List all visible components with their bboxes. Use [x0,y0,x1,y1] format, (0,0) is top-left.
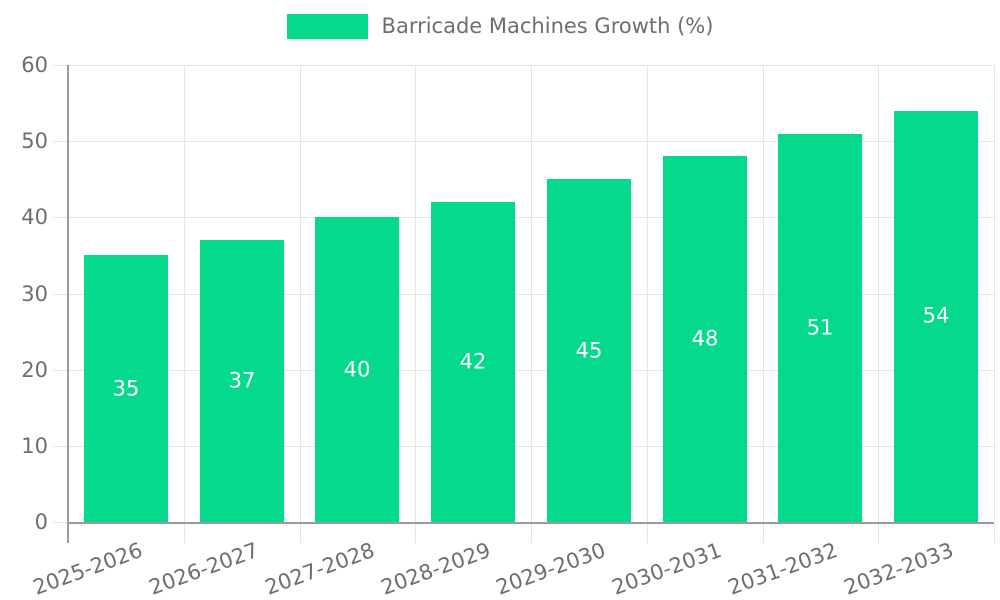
y-axis-tick-label: 60 [21,53,48,77]
gridline-vertical [299,65,301,522]
y-axis-tick-label: 50 [21,129,48,154]
y-axis-tick-label: 20 [21,357,48,382]
x-axis-tick-label: 2029-2030 [493,538,610,600]
y-axis-line [67,65,69,543]
bar-value-label: 54 [922,303,950,328]
x-axis-tick-label: 2031-2032 [724,538,841,600]
x-axis-tick-label: 2032-2033 [840,538,957,600]
bar-value-label: 42 [459,349,487,374]
gridline-vertical [531,65,532,522]
x-axis-tick-label: 2030-2031 [609,538,725,600]
y-axis-tick [53,293,68,295]
bar[interactable]: 54 [894,110,978,522]
bar[interactable]: 42 [431,202,515,522]
y-axis-tick [53,217,68,219]
x-axis-tick [646,524,648,543]
x-axis-line [68,522,994,524]
bar[interactable]: 37 [200,240,284,522]
bar[interactable]: 51 [778,133,862,522]
bar[interactable]: 35 [84,255,168,522]
x-axis-tick [183,524,185,543]
bar-value-label: 48 [691,326,719,351]
x-axis-tick [762,524,764,543]
y-axis-tick-label: 40 [21,205,48,230]
x-axis-tick-label: 2028-2029 [377,538,494,600]
legend-swatch [286,14,368,39]
x-axis-tick [531,524,532,543]
legend-label: Barricade Machines Growth (%) [381,14,714,38]
y-axis-tick-label: 0 [34,510,48,534]
bar[interactable]: 48 [663,156,747,522]
x-axis-tick [415,524,417,543]
bar-value-label: 51 [806,315,834,340]
y-axis-tick [53,65,68,66]
gridline-vertical [415,65,417,522]
legend-item[interactable]: Barricade Machines Growth (%) [0,14,1000,39]
bar-value-label: 40 [343,357,371,382]
y-axis-tick [53,141,68,143]
x-axis-tick [878,524,880,543]
bar-value-label: 37 [228,368,256,393]
x-axis-tick [994,524,995,543]
y-axis-tick [53,445,68,447]
y-axis-tick-label: 30 [21,281,48,306]
gridline-vertical [183,65,185,522]
x-axis-tick-label: 2026-2027 [146,538,262,600]
y-axis-tick [53,369,68,371]
x-axis-tick-label: 2027-2028 [261,538,378,600]
gridline-vertical [878,65,880,522]
gridline-vertical [646,65,648,522]
y-axis-tick [53,522,68,523]
bar-value-label: 45 [575,338,603,363]
gridline-vertical [762,65,764,522]
bar[interactable]: 40 [315,217,399,522]
bar-value-label: 35 [112,376,140,401]
bar[interactable]: 45 [547,179,631,522]
x-axis-tick-label: 2025-2026 [30,538,147,600]
gridline-vertical [994,65,995,522]
x-axis-tick [299,524,301,543]
y-axis-tick-label: 10 [21,433,48,458]
